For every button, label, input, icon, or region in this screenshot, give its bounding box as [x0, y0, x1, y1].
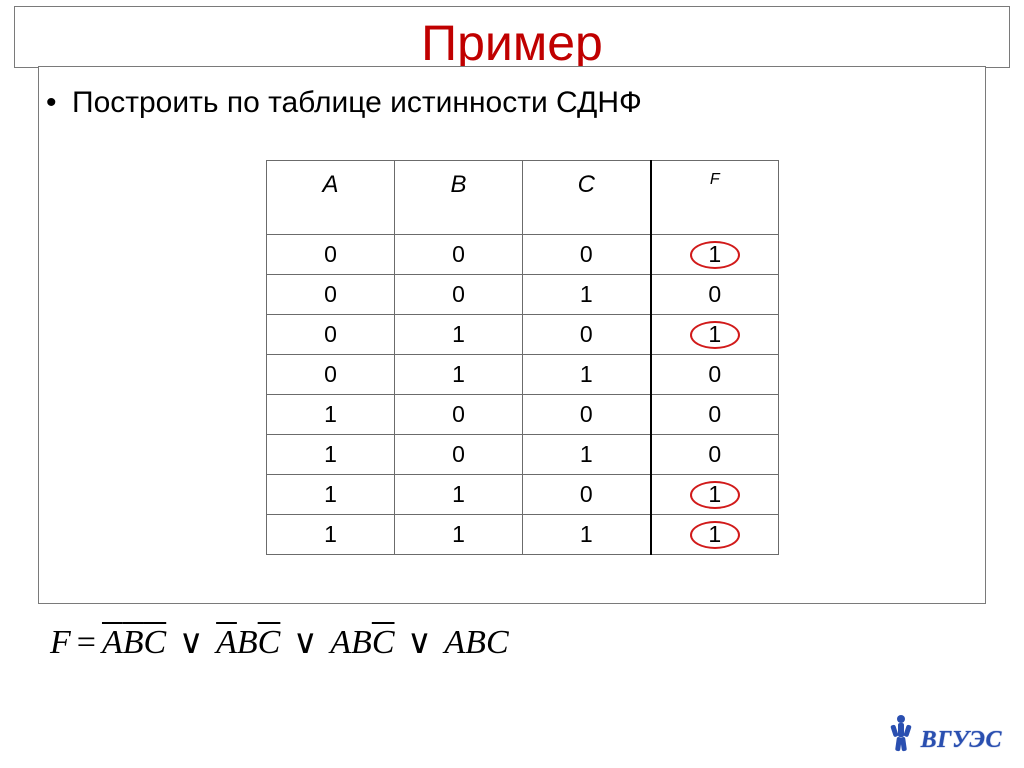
- table-cell: 0: [395, 395, 523, 435]
- table-cell: 1: [651, 515, 779, 555]
- table-cell: 0: [523, 475, 651, 515]
- table-cell: 0: [395, 435, 523, 475]
- table-row: 0101: [267, 315, 779, 355]
- col-header-b: B: [395, 161, 523, 235]
- col-header-f: F: [651, 161, 779, 235]
- table-row: 0110: [267, 355, 779, 395]
- table-cell: 1: [523, 355, 651, 395]
- formula: F=ABC ∨ ABC ∨ ABC ∨ ABC: [50, 622, 509, 662]
- table-cell: 0: [651, 435, 779, 475]
- table-cell: 0: [523, 315, 651, 355]
- table-cell: 1: [267, 395, 395, 435]
- table-cell: 0: [395, 275, 523, 315]
- table-cell: 1: [267, 475, 395, 515]
- table-cell: 0: [395, 235, 523, 275]
- table-cell: 1: [395, 355, 523, 395]
- table-cell: 0: [651, 355, 779, 395]
- table-cell: 0: [267, 235, 395, 275]
- col-header-c: C: [523, 161, 651, 235]
- table-cell: 0: [267, 355, 395, 395]
- table-row: 0001: [267, 235, 779, 275]
- bullet-text: Построить по таблице истинности СДНФ: [72, 86, 642, 120]
- table-row: 1010: [267, 435, 779, 475]
- table-cell: 1: [651, 315, 779, 355]
- logo-text: ВГУЭС: [921, 727, 1002, 754]
- table-header-row: A B C F: [267, 161, 779, 235]
- table-cell: 1: [523, 515, 651, 555]
- logo-icon: [887, 712, 915, 754]
- table-cell: 1: [267, 515, 395, 555]
- table-cell: 1: [395, 315, 523, 355]
- table-cell: 1: [267, 435, 395, 475]
- table-cell: 0: [651, 395, 779, 435]
- table-cell: 1: [651, 235, 779, 275]
- slide: Пример Построить по таблице истинности С…: [0, 0, 1024, 768]
- table-cell: 0: [523, 395, 651, 435]
- table-row: 0010: [267, 275, 779, 315]
- col-header-a: A: [267, 161, 395, 235]
- table-cell: 1: [523, 275, 651, 315]
- table-cell: 1: [523, 435, 651, 475]
- table-row: 1000: [267, 395, 779, 435]
- table-cell: 1: [651, 475, 779, 515]
- slide-title: Пример: [0, 14, 1024, 72]
- table-cell: 0: [651, 275, 779, 315]
- table-cell: 0: [267, 275, 395, 315]
- table-cell: 0: [523, 235, 651, 275]
- table-cell: 1: [395, 515, 523, 555]
- logo: ВГУЭС: [887, 710, 1002, 754]
- table-row: 1111: [267, 515, 779, 555]
- table-cell: 1: [395, 475, 523, 515]
- table-row: 1101: [267, 475, 779, 515]
- truth-table: A B C F 00010010010101101000101011011111: [266, 160, 779, 555]
- table-cell: 0: [267, 315, 395, 355]
